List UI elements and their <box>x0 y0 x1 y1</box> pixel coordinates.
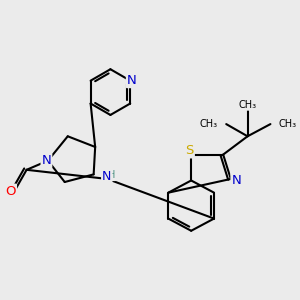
Text: CH₃: CH₃ <box>238 100 256 110</box>
Text: N: N <box>231 174 241 187</box>
Text: S: S <box>185 144 194 158</box>
Text: H: H <box>108 170 116 180</box>
Text: N: N <box>102 170 111 183</box>
Text: N: N <box>41 154 51 167</box>
Text: CH₃: CH₃ <box>279 119 297 129</box>
Text: CH₃: CH₃ <box>200 119 218 129</box>
Text: O: O <box>5 184 16 198</box>
Text: N: N <box>127 74 136 87</box>
